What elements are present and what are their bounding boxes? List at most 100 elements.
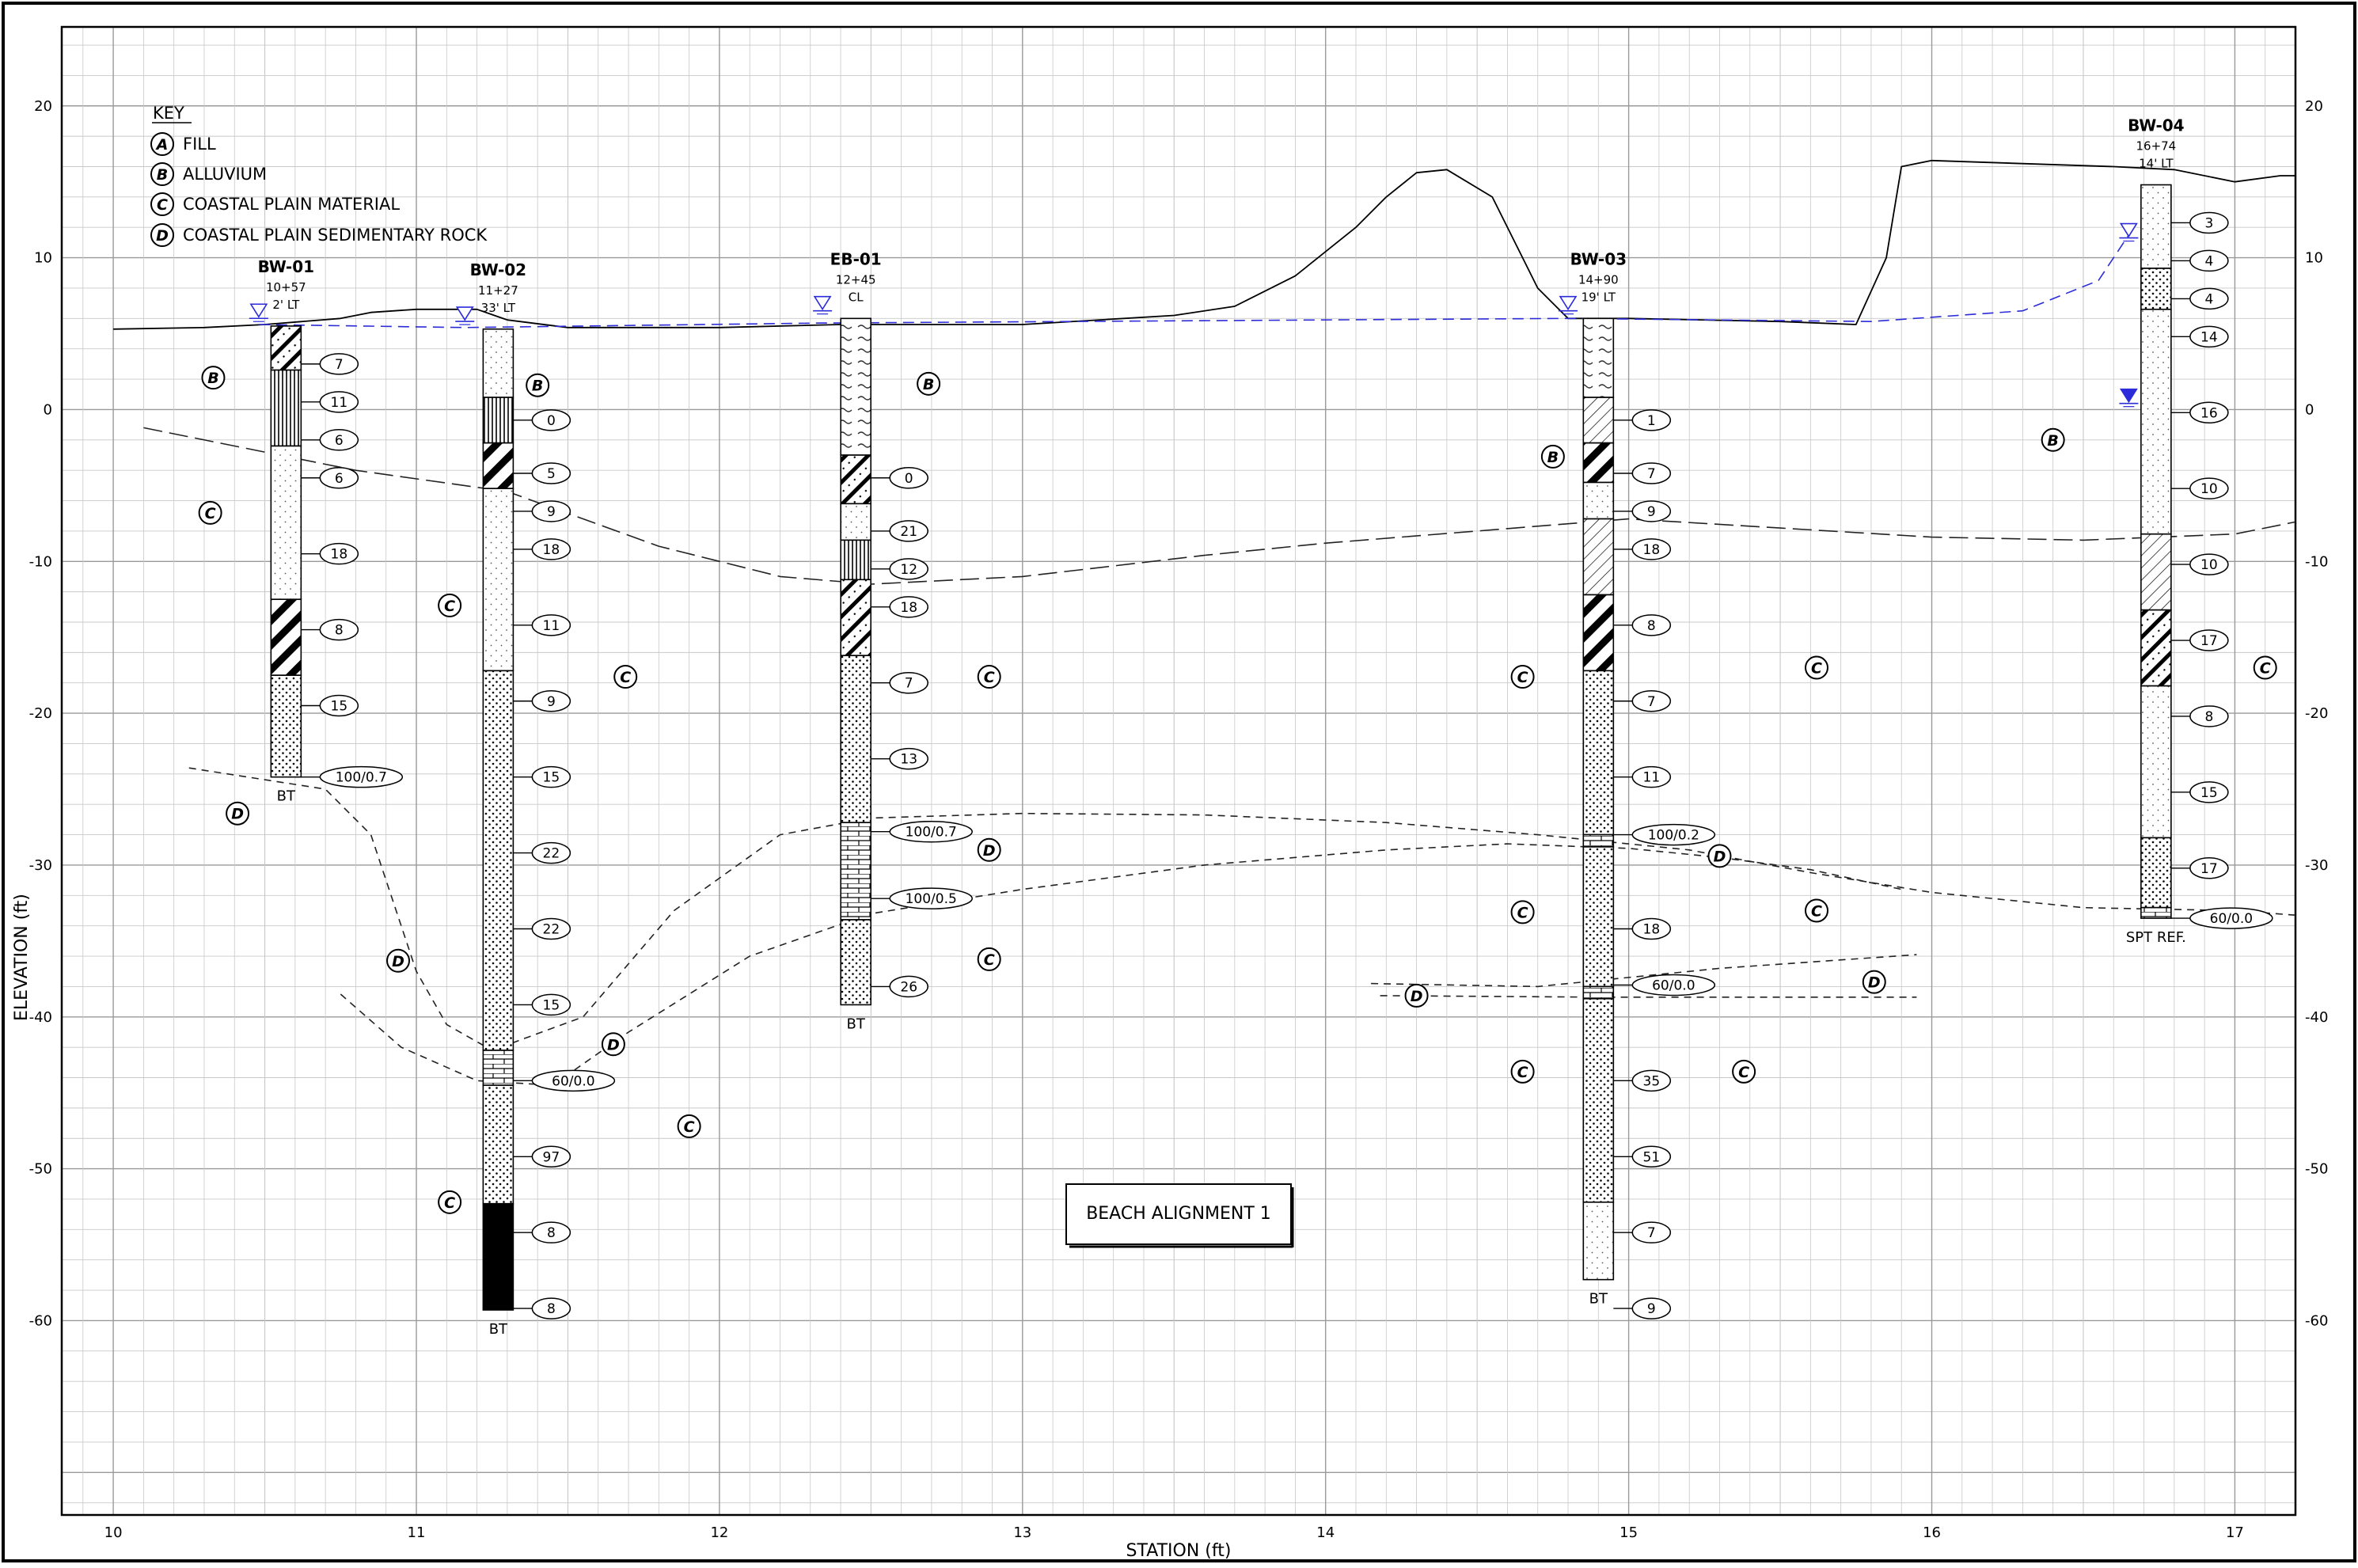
spt-value: 15 <box>543 997 560 1013</box>
spt-bubble <box>1631 409 1672 431</box>
unit-letter: B <box>2047 432 2058 450</box>
spt-bubble <box>1631 462 1672 484</box>
y-tick-label: -20 <box>29 705 52 722</box>
boring-layer <box>840 579 872 657</box>
boring-layer <box>2140 906 2172 919</box>
unit-labels: B C D B C D D C C C B C D C B C C C D D C C C D B C <box>198 366 2277 1214</box>
spt-bubble <box>2189 705 2229 727</box>
unit-c-label: C <box>613 665 638 689</box>
y-tick-label: -50 <box>2305 1161 2328 1178</box>
y-tick-label: 0 <box>44 401 52 418</box>
boring-offset: CL <box>849 290 864 304</box>
spt-bubble <box>2189 325 2229 348</box>
key-letter: D <box>156 227 169 245</box>
spt-bubble <box>1631 823 1716 846</box>
spt-bubble <box>889 887 973 909</box>
spt-bubble <box>531 1145 571 1168</box>
spt-value: 97 <box>543 1149 560 1165</box>
spt-value: 16 <box>2200 405 2218 421</box>
boring-layer <box>1582 670 1615 836</box>
unit-letter: C <box>984 951 995 969</box>
spt-bubble <box>2189 857 2229 879</box>
spt-bubble <box>889 747 928 770</box>
boring-layer <box>840 919 872 1006</box>
boring-layer <box>840 822 872 921</box>
unit-letter: D <box>392 953 404 970</box>
boring-end-label: BT <box>277 788 296 805</box>
spt-bubble <box>2189 211 2229 234</box>
unit-d-label: D <box>226 801 250 826</box>
key-label: FILL <box>183 135 216 154</box>
spt-value: 100/0.7 <box>336 770 387 786</box>
y-tick-label: -60 <box>2305 1312 2328 1329</box>
boring-layer <box>840 454 872 505</box>
unit-d-label: D <box>386 948 411 973</box>
spt-value: 15 <box>331 699 348 715</box>
unit-letter: C <box>205 505 216 522</box>
boring-layer <box>1582 518 1615 596</box>
water-table-line <box>258 234 2130 328</box>
key-title: KEY <box>153 104 184 123</box>
boring-layer <box>482 670 515 1051</box>
spt-bubble <box>319 694 359 717</box>
spt-value: 18 <box>543 542 560 558</box>
key-item-fill: A FILL <box>150 132 216 156</box>
unit-letter: C <box>1738 1064 1749 1081</box>
x-tick-label: 15 <box>1619 1524 1638 1541</box>
spt-value: 13 <box>900 752 917 768</box>
boring-bw-01: BW-01 10+57 2' LT BT 7 11 6 6 18 8 15 100/0.7 <box>258 257 404 805</box>
spt-value: 10 <box>2200 557 2218 573</box>
spt-bubble <box>1631 690 1672 712</box>
boring-layer <box>2140 685 2172 839</box>
boring-layer <box>482 1202 515 1311</box>
key-item-sedimentary-rock: D COASTAL PLAIN SEDIMENTARY ROCK <box>150 223 488 247</box>
spt-bubble <box>531 462 571 484</box>
unit-circle <box>201 366 226 390</box>
y-axis-label: ELEVATION (ft) <box>12 894 32 1021</box>
profile-title: BEACH ALIGNMENT 1 <box>1086 1204 1271 1224</box>
grid <box>62 27 2295 1515</box>
key-label: ALLUVIUM <box>183 165 267 184</box>
unit-b-label: B <box>201 366 226 390</box>
spt-value: 100/0.5 <box>906 891 957 907</box>
key-letter: B <box>157 166 168 184</box>
boring-layer <box>840 503 872 541</box>
unit-circle <box>438 1190 462 1214</box>
unit-circle <box>1805 898 1829 923</box>
spt-value: 18 <box>1643 542 1661 558</box>
spt-bubble <box>1631 765 1672 788</box>
spt-bubble <box>2189 401 2229 424</box>
unit-letter: C <box>1517 669 1528 686</box>
unit-c-symbol <box>150 192 174 216</box>
boring-layer <box>1582 397 1615 444</box>
spt-bubble <box>2189 287 2229 310</box>
unit-circle <box>1862 970 1886 994</box>
spt-value: 0 <box>547 413 556 429</box>
unit-d-label: D <box>977 837 1001 862</box>
boring-name: BW-04 <box>2128 116 2184 135</box>
boring-layer <box>1582 442 1615 484</box>
boring-layer <box>1582 833 1615 848</box>
unit-circle <box>917 371 941 396</box>
unit-circle <box>1707 844 1732 868</box>
water-level-icon <box>813 295 833 315</box>
unit-letter: C <box>684 1118 695 1136</box>
boring-end-label: BT <box>847 1016 866 1032</box>
unit-circle <box>677 1114 701 1138</box>
unit-letter: D <box>983 842 996 860</box>
unit-letter: C <box>2260 660 2271 678</box>
key-label: COASTAL PLAIN SEDIMENTARY ROCK <box>183 226 488 245</box>
triangle <box>455 306 474 321</box>
boring-layer <box>270 369 302 447</box>
spt-bubble <box>2189 629 2229 651</box>
spt-value: 11 <box>543 618 560 634</box>
spt-bubble <box>889 975 928 998</box>
unit-letter: D <box>1411 988 1423 1005</box>
boring-eb-01: EB-01 12+45 CL BT 0 21 12 18 7 13 100/0.7 100/0.5 26 <box>830 249 973 1032</box>
y-tick-label: -30 <box>29 857 52 874</box>
spt-bubble <box>1631 500 1672 522</box>
unit-circle <box>526 373 550 397</box>
unit-circle <box>2253 655 2277 680</box>
